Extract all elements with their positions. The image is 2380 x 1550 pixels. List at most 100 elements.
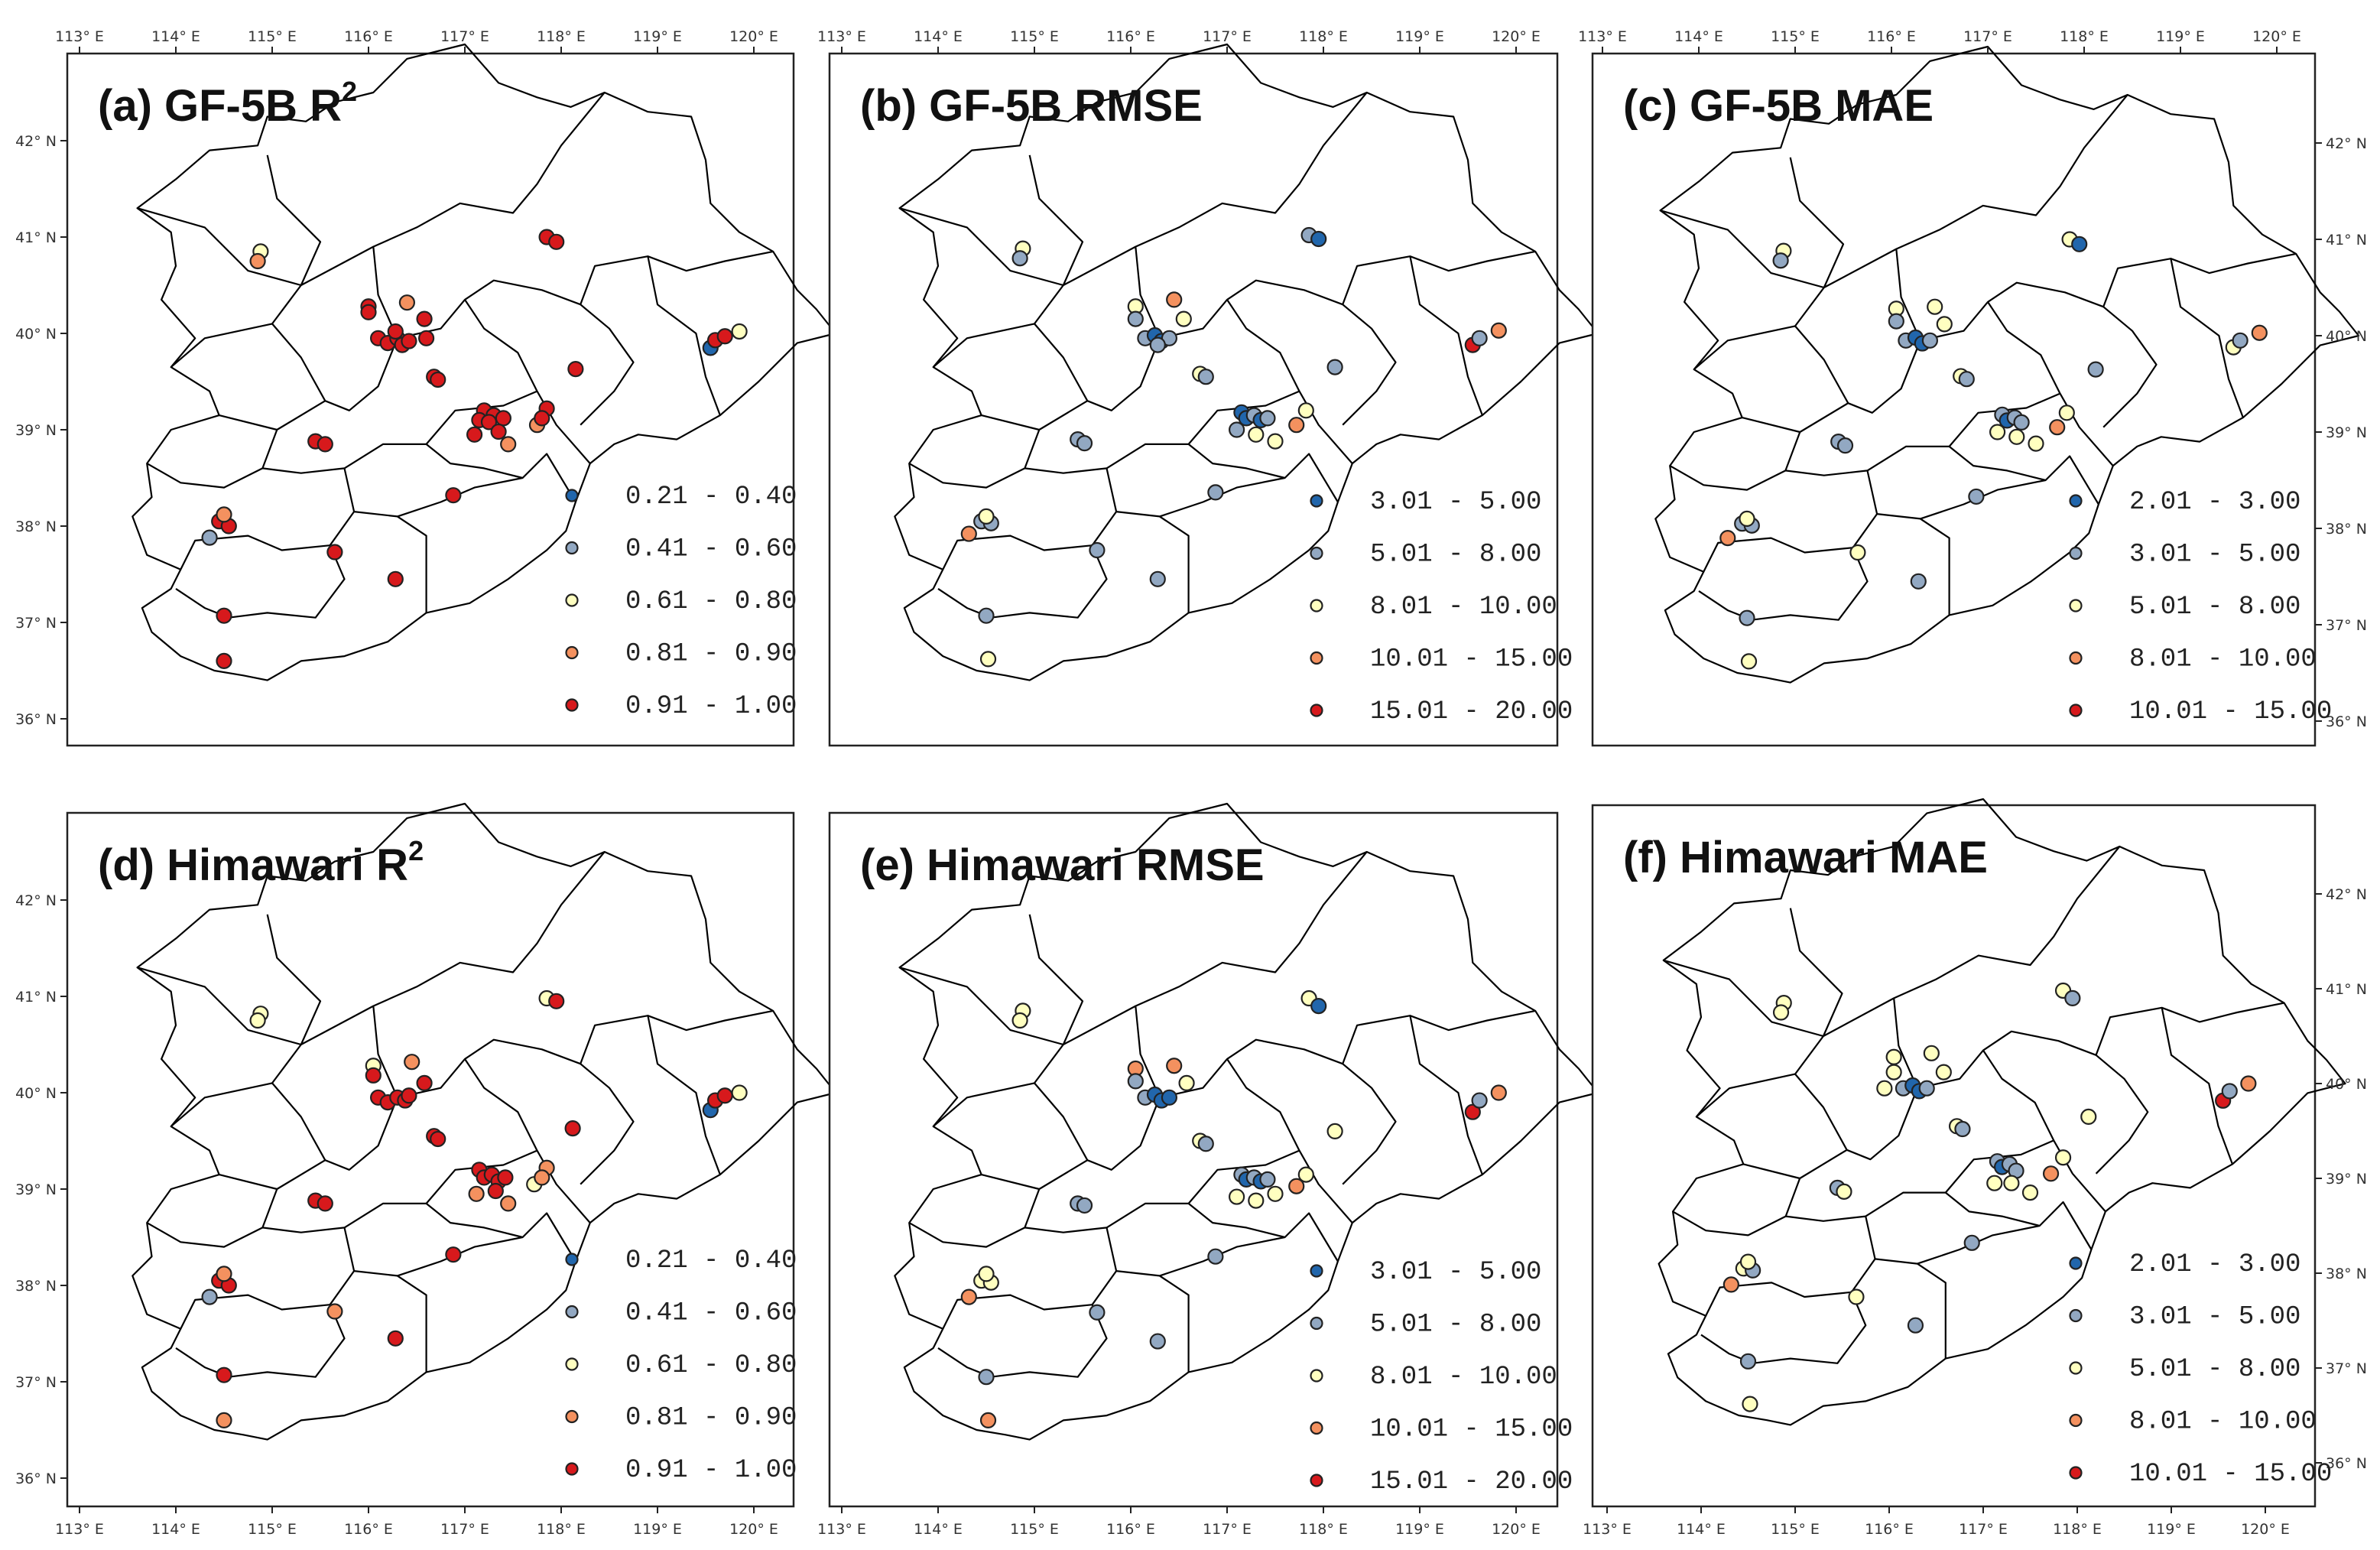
lat-tick-label: 38° N (15, 1278, 57, 1295)
legend-label: 0.21 - 0.40 (625, 483, 797, 512)
station-point (1267, 433, 1284, 450)
station-point (2008, 428, 2025, 445)
legend-label: 0.91 - 1.00 (625, 1456, 797, 1485)
legend-swatch (1310, 546, 1323, 561)
station-point (1127, 1073, 1144, 1090)
station-point (1719, 529, 1736, 547)
lat-tick-label: 40° N (2326, 1076, 2367, 1093)
lon-tick-label: 117° E (440, 1521, 489, 1538)
panel-frame (1591, 804, 2317, 1508)
lon-tick-label: 119° E (2147, 1521, 2196, 1538)
station-point (416, 1074, 433, 1092)
legend-swatch (565, 698, 579, 712)
map-panel-1: 113° E 114° E 115° E 116° E 117° E 118° E 119°… (15, 28, 836, 746)
legend-label: 8.01 - 10.00 (2129, 1408, 2317, 1437)
panel-title-text: (d) Himawari R (98, 840, 408, 890)
map-panel-3: 113° E 114° E 115° E 116° E 117° E 118° E 119°… (1578, 28, 2367, 746)
lon-tick-label: 116° E (1865, 1521, 1914, 1538)
station-point (249, 1012, 266, 1029)
panel-title-superscript: 2 (408, 835, 424, 866)
station-point (1259, 1171, 1276, 1188)
legend-swatch (1310, 704, 1323, 717)
station-point (201, 529, 218, 546)
station-point (2087, 361, 2104, 378)
panel-title-text: (f) Himawari MAE (1623, 833, 1988, 882)
legend-label: 0.41 - 0.60 (625, 1299, 797, 1328)
station-point (1207, 1248, 1224, 1265)
lat-tick-label: 37° N (15, 615, 57, 632)
legend-label: 5.01 - 8.00 (2129, 593, 2300, 622)
station-point (1927, 298, 1943, 315)
station-point (1288, 417, 1305, 434)
legend-swatch (565, 1409, 579, 1424)
station-point (1849, 544, 1866, 561)
legend-label: 0.61 - 0.80 (625, 587, 797, 616)
station-point (979, 651, 997, 668)
legend-label: 0.61 - 0.80 (625, 1351, 797, 1380)
station-point (497, 1169, 514, 1186)
station-point (2221, 1083, 2238, 1100)
station-point (1936, 316, 1953, 333)
station-point (1954, 1120, 1971, 1138)
legend-swatch (565, 645, 579, 660)
legend-swatch (2069, 704, 2083, 717)
station-point (1963, 1234, 1980, 1251)
panel-frame (828, 811, 1559, 1508)
station-point (1910, 573, 1927, 590)
lon-tick-label: 114° E (1674, 28, 1723, 45)
legend-swatch (565, 541, 579, 555)
station-point (466, 426, 483, 443)
legend-label: 10.01 - 15.00 (1370, 645, 1573, 674)
station-point (2003, 1175, 2020, 1191)
legend-swatch (1310, 1474, 1323, 1487)
station-point (1490, 1084, 1507, 1101)
lon-tick-label: 120° E (729, 28, 778, 45)
lat-tick-label: 37° N (2326, 617, 2367, 634)
legend-label: 2.01 - 3.00 (2129, 1250, 2300, 1279)
lon-tick-label: 115° E (248, 28, 297, 45)
station-point (978, 1266, 995, 1282)
station-point (216, 652, 232, 670)
panel-title-text: (c) GF-5B MAE (1623, 81, 1934, 131)
station-point (1739, 1253, 1757, 1270)
lon-tick-label: 113° E (1578, 28, 1627, 45)
station-point (1149, 336, 1166, 353)
panel-title-superscript: 2 (342, 76, 357, 107)
station-point (1248, 426, 1265, 443)
lon-tick-label: 120° E (2241, 1521, 2290, 1538)
station-point (1876, 1080, 1893, 1097)
station-point (2028, 435, 2044, 452)
lat-tick-label: 41° N (15, 229, 57, 246)
station-point (1166, 1058, 1183, 1074)
legend-label: 15.01 - 20.00 (1370, 1467, 1573, 1496)
station-point (326, 1303, 343, 1320)
lon-tick-label: 118° E (1299, 1521, 1348, 1538)
station-point (417, 330, 435, 346)
lon-tick-label: 118° E (2053, 1521, 2102, 1538)
station-point (1178, 1074, 1195, 1092)
station-point (1161, 1089, 1178, 1106)
lon-tick-label: 119° E (1395, 28, 1444, 45)
legend-swatch (2069, 599, 2083, 613)
legend-label: 5.01 - 8.00 (1370, 1311, 1541, 1340)
station-point (731, 1084, 748, 1101)
station-point (387, 323, 404, 340)
legend-swatch (565, 489, 579, 502)
station-point (1089, 541, 1106, 559)
station-point (1885, 1064, 1902, 1080)
station-point (1297, 1166, 1314, 1183)
lon-tick-label: 115° E (1010, 1521, 1059, 1538)
lon-tick-label: 113° E (817, 28, 866, 45)
station-point (1326, 1123, 1343, 1140)
lat-tick-label: 38° N (15, 518, 57, 535)
lon-tick-label: 119° E (2156, 28, 2205, 45)
station-point (1836, 437, 1854, 454)
station-point (1918, 1080, 1935, 1097)
lon-tick-label: 116° E (1867, 28, 1916, 45)
lat-tick-label: 42° N (15, 892, 57, 909)
lon-tick-label: 116° E (344, 1521, 393, 1538)
station-point (1267, 1185, 1284, 1202)
lon-tick-label: 116° E (344, 28, 393, 45)
station-point (430, 1130, 446, 1148)
